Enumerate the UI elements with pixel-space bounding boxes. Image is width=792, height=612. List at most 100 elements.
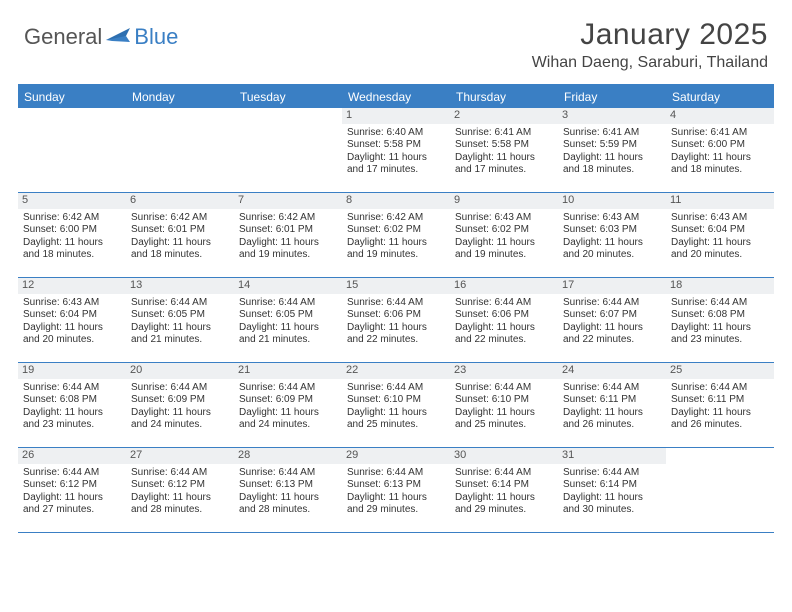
sunset-label: Sunset: 5:59 PM xyxy=(563,139,661,152)
daylight-label: Daylight: 11 hours and 20 minutes. xyxy=(23,322,121,347)
daylight-label: Daylight: 11 hours and 24 minutes. xyxy=(239,407,337,432)
sunrise-label: Sunrise: 6:44 AM xyxy=(23,467,121,480)
title-block: January 2025 Wihan Daeng, Saraburi, Thai… xyxy=(532,18,768,72)
brand-logo: General Blue xyxy=(24,18,178,50)
day-cell: 3 Sunrise: 6:41 AMSunset: 5:59 PMDaylight… xyxy=(558,108,666,192)
sunrise-label: Sunrise: 6:44 AM xyxy=(347,467,445,480)
day-cell: 21Sunrise: 6:44 AMSunset: 6:09 PMDayligh… xyxy=(234,363,342,447)
sunrise-label: Sunrise: 6:41 AM xyxy=(563,127,661,140)
week-row: 26Sunrise: 6:44 AMSunset: 6:12 PMDayligh… xyxy=(18,448,774,533)
day-number: 10 xyxy=(558,193,666,209)
day-cell xyxy=(18,108,126,192)
day-cell: 19Sunrise: 6:44 AMSunset: 6:08 PMDayligh… xyxy=(18,363,126,447)
sunrise-label: Sunrise: 6:44 AM xyxy=(131,382,229,395)
day-cell: 16Sunrise: 6:44 AMSunset: 6:06 PMDayligh… xyxy=(450,278,558,362)
sunrise-label: Sunrise: 6:44 AM xyxy=(347,382,445,395)
sunrise-label: Sunrise: 6:44 AM xyxy=(671,382,769,395)
daylight-label: Daylight: 11 hours and 18 minutes. xyxy=(131,237,229,262)
sunset-label: Sunset: 6:06 PM xyxy=(347,309,445,322)
day-cell: 9Sunrise: 6:43 AMSunset: 6:02 PMDaylight… xyxy=(450,193,558,277)
daylight-label: Daylight: 11 hours and 29 minutes. xyxy=(455,492,553,517)
day-number: 11 xyxy=(666,193,774,209)
day-cell: 30Sunrise: 6:44 AMSunset: 6:14 PMDayligh… xyxy=(450,448,558,532)
day-cell: 15Sunrise: 6:44 AMSunset: 6:06 PMDayligh… xyxy=(342,278,450,362)
day-number: 30 xyxy=(450,448,558,464)
sunrise-label: Sunrise: 6:44 AM xyxy=(23,382,121,395)
day-cell: 4Sunrise: 6:41 AMSunset: 6:00 PMDaylight… xyxy=(666,108,774,192)
day-number: 21 xyxy=(234,363,342,379)
sunrise-label: Sunrise: 6:44 AM xyxy=(239,297,337,310)
sunrise-label: Sunrise: 6:43 AM xyxy=(23,297,121,310)
sunset-label: Sunset: 6:04 PM xyxy=(671,224,769,237)
day-cell xyxy=(234,108,342,192)
daylight-label: Daylight: 11 hours and 26 minutes. xyxy=(563,407,661,432)
daylight-label: Daylight: 11 hours and 19 minutes. xyxy=(347,237,445,262)
day-cell: 20Sunrise: 6:44 AMSunset: 6:09 PMDayligh… xyxy=(126,363,234,447)
sunrise-label: Sunrise: 6:44 AM xyxy=(239,382,337,395)
sunset-label: Sunset: 5:58 PM xyxy=(347,139,445,152)
sunset-label: Sunset: 6:08 PM xyxy=(23,394,121,407)
sunrise-label: Sunrise: 6:44 AM xyxy=(563,467,661,480)
sunrise-label: Sunrise: 6:42 AM xyxy=(347,212,445,225)
day-number: 18 xyxy=(666,278,774,294)
daylight-label: Daylight: 11 hours and 17 minutes. xyxy=(347,152,445,177)
sunset-label: Sunset: 6:09 PM xyxy=(131,394,229,407)
day-number: 5 xyxy=(18,193,126,209)
daylight-label: Daylight: 11 hours and 18 minutes. xyxy=(563,152,661,177)
day-cell: 7Sunrise: 6:42 AMSunset: 6:01 PMDaylight… xyxy=(234,193,342,277)
sunset-label: Sunset: 6:02 PM xyxy=(455,224,553,237)
sunrise-label: Sunrise: 6:43 AM xyxy=(563,212,661,225)
day-cell: 6 Sunrise: 6:42 AMSunset: 6:01 PMDaylight… xyxy=(126,193,234,277)
sunset-label: Sunset: 6:12 PM xyxy=(23,479,121,492)
sunrise-label: Sunrise: 6:44 AM xyxy=(671,297,769,310)
day-number: 13 xyxy=(126,278,234,294)
dow-row: SundayMondayTuesdayWednesdayThursdayFrid… xyxy=(18,86,774,108)
daylight-label: Daylight: 11 hours and 28 minutes. xyxy=(131,492,229,517)
sunset-label: Sunset: 5:58 PM xyxy=(455,139,553,152)
sunset-label: Sunset: 6:05 PM xyxy=(239,309,337,322)
daylight-label: Daylight: 11 hours and 22 minutes. xyxy=(563,322,661,347)
sunset-label: Sunset: 6:01 PM xyxy=(239,224,337,237)
sunrise-label: Sunrise: 6:44 AM xyxy=(455,297,553,310)
day-cell: 28Sunrise: 6:44 AMSunset: 6:13 PMDayligh… xyxy=(234,448,342,532)
day-cell: 25Sunrise: 6:44 AMSunset: 6:11 PMDayligh… xyxy=(666,363,774,447)
day-number: 8 xyxy=(342,193,450,209)
day-number: 1 xyxy=(342,108,450,124)
day-number: 2 xyxy=(450,108,558,124)
day-number: 29 xyxy=(342,448,450,464)
day-number: 6 xyxy=(126,193,234,209)
sunrise-label: Sunrise: 6:44 AM xyxy=(563,297,661,310)
day-cell: 11Sunrise: 6:43 AMSunset: 6:04 PMDayligh… xyxy=(666,193,774,277)
sunset-label: Sunset: 6:14 PM xyxy=(563,479,661,492)
sunrise-label: Sunrise: 6:41 AM xyxy=(455,127,553,140)
day-number: 9 xyxy=(450,193,558,209)
daylight-label: Daylight: 11 hours and 18 minutes. xyxy=(671,152,769,177)
sunset-label: Sunset: 6:01 PM xyxy=(131,224,229,237)
sunset-label: Sunset: 6:06 PM xyxy=(455,309,553,322)
day-cell: 13Sunrise: 6:44 AMSunset: 6:05 PMDayligh… xyxy=(126,278,234,362)
flag-icon xyxy=(106,26,132,49)
day-cell xyxy=(126,108,234,192)
sunrise-label: Sunrise: 6:44 AM xyxy=(455,467,553,480)
daylight-label: Daylight: 11 hours and 18 minutes. xyxy=(23,237,121,262)
day-number: 7 xyxy=(234,193,342,209)
day-cell: 2Sunrise: 6:41 AMSunset: 5:58 PMDaylight… xyxy=(450,108,558,192)
sunrise-label: Sunrise: 6:44 AM xyxy=(131,467,229,480)
day-cell: 8 Sunrise: 6:42 AMSunset: 6:02 PMDaylight… xyxy=(342,193,450,277)
daylight-label: Daylight: 11 hours and 26 minutes. xyxy=(671,407,769,432)
day-number: 25 xyxy=(666,363,774,379)
day-cell xyxy=(666,448,774,532)
day-number: 3 xyxy=(558,108,666,124)
sunset-label: Sunset: 6:02 PM xyxy=(347,224,445,237)
sunrise-label: Sunrise: 6:42 AM xyxy=(23,212,121,225)
sunset-label: Sunset: 6:08 PM xyxy=(671,309,769,322)
sunrise-label: Sunrise: 6:42 AM xyxy=(131,212,229,225)
sunrise-label: Sunrise: 6:44 AM xyxy=(239,467,337,480)
daylight-label: Daylight: 11 hours and 23 minutes. xyxy=(671,322,769,347)
sunset-label: Sunset: 6:00 PM xyxy=(671,139,769,152)
daylight-label: Daylight: 11 hours and 29 minutes. xyxy=(347,492,445,517)
day-cell: 22Sunrise: 6:44 AMSunset: 6:10 PMDayligh… xyxy=(342,363,450,447)
day-number: 20 xyxy=(126,363,234,379)
sunset-label: Sunset: 6:11 PM xyxy=(563,394,661,407)
dow-cell: Saturday xyxy=(666,86,774,108)
